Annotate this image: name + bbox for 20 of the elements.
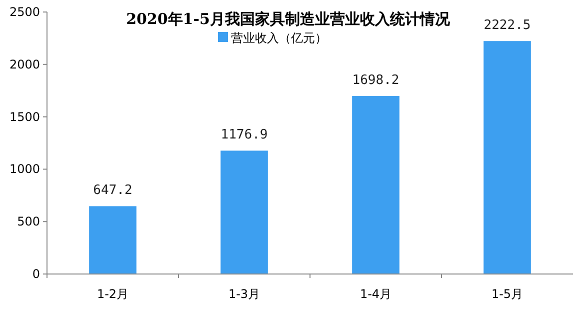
y-tick-label: 0 — [32, 267, 40, 281]
bar — [220, 150, 268, 274]
x-tick-label: 1-3月 — [228, 287, 260, 301]
y-tick-label: 2500 — [9, 5, 40, 19]
x-tick-label: 1-4月 — [360, 287, 392, 301]
y-tick-label: 2000 — [9, 57, 40, 72]
x-tick-label: 1-5月 — [491, 287, 524, 301]
bar — [89, 206, 136, 274]
y-tick-label: 500 — [17, 214, 40, 229]
chart-title: 2020年1-5月我国家具制造业营业收入统计情况 — [126, 10, 451, 28]
bar — [352, 96, 400, 274]
data-label: 647.2 — [93, 183, 132, 198]
y-tick-label: 1000 — [9, 162, 40, 176]
bar — [484, 41, 531, 274]
data-label: 1698.2 — [352, 73, 400, 88]
y-tick-label: 1500 — [9, 110, 40, 124]
data-label: 2222.5 — [484, 18, 531, 34]
legend-label: 营业收入（亿元） — [231, 31, 327, 45]
x-tick-label: 1-2月 — [96, 287, 129, 301]
data-label: 1176.9 — [220, 128, 268, 143]
